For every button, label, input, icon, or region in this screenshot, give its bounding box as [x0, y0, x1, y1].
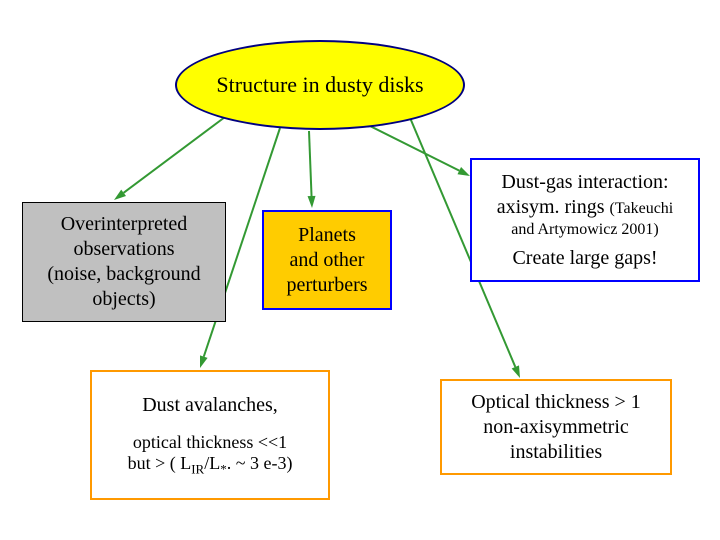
dustgas-line4: Create large gaps!	[512, 246, 657, 271]
avalanches-sub1: optical thickness <<1	[133, 432, 287, 452]
overinterpreted-line3: (noise, background	[47, 262, 200, 287]
title-node: Structure in dusty disks	[175, 40, 465, 130]
optthick-node: Optical thickness > 1 non-axisymmetric i…	[440, 379, 672, 475]
title-text: Structure in dusty disks	[216, 71, 423, 99]
optthick-line1: Optical thickness > 1	[471, 390, 641, 415]
planets-line1: Planets	[298, 223, 356, 248]
planets-line2: and other	[290, 248, 365, 273]
dustgas-node: Dust-gas interaction: axisym. rings (Tak…	[470, 158, 700, 282]
overinterpreted-line4: objects)	[92, 287, 155, 312]
avalanches-sub: optical thickness <<1 but > ( LIR/L*. ~ …	[128, 432, 293, 478]
dustgas-line2: axisym. rings (Takeuchi	[497, 195, 674, 220]
planets-line3: perturbers	[286, 273, 367, 298]
optthick-line3: instabilities	[510, 440, 602, 465]
planets-node: Planets and other perturbers	[262, 210, 392, 310]
optthick-line2: non-axisymmetric	[483, 415, 629, 440]
dustgas-line1: Dust-gas interaction:	[501, 170, 668, 195]
dustgas-cite1: (Takeuchi	[610, 200, 674, 217]
avalanches-title: Dust avalanches,	[142, 393, 278, 418]
overinterpreted-line2: observations	[73, 237, 174, 262]
overinterpreted-line1: Overinterpreted	[61, 212, 188, 237]
avalanches-sub2: but > ( LIR/L*. ~ 3 e-3)	[128, 453, 293, 473]
avalanches-node: Dust avalanches, optical thickness <<1 b…	[90, 370, 330, 500]
overinterpreted-node: Overinterpreted observations (noise, bac…	[22, 202, 226, 322]
diagram-stage: Structure in dusty disks Overinterpreted…	[0, 0, 720, 540]
dustgas-line2a: axisym. rings	[497, 196, 610, 218]
dustgas-cite2: and Artymowicz 2001)	[511, 220, 659, 240]
